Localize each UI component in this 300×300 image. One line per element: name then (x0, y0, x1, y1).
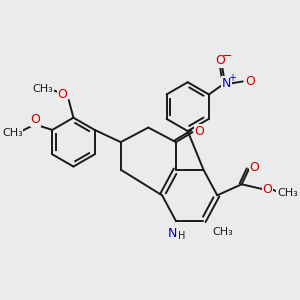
Text: O: O (215, 54, 225, 67)
Text: O: O (246, 75, 256, 88)
Text: N: N (168, 227, 177, 240)
Text: O: O (30, 113, 40, 126)
Text: CH₃: CH₃ (2, 128, 23, 138)
Text: −: − (222, 50, 232, 63)
Text: H: H (178, 231, 185, 241)
Text: +: + (228, 73, 236, 83)
Text: CH₃: CH₃ (32, 84, 53, 94)
Text: O: O (58, 88, 68, 101)
Text: O: O (195, 124, 205, 138)
Text: CH₃: CH₃ (212, 227, 233, 237)
Text: O: O (263, 182, 273, 196)
Text: CH₃: CH₃ (277, 188, 298, 198)
Text: O: O (250, 161, 260, 174)
Text: N: N (221, 77, 231, 90)
